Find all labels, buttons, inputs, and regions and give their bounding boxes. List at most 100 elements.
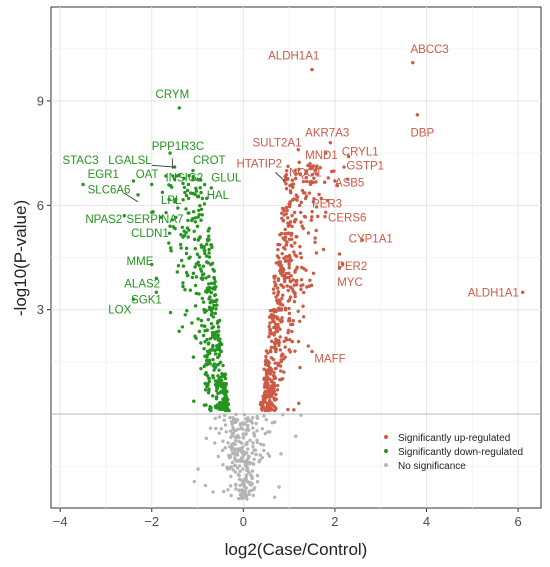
point-up-regulated	[298, 244, 302, 249]
point-down-regulated	[194, 291, 199, 296]
point-down-regulated	[213, 337, 217, 341]
point-down-regulated	[207, 305, 212, 309]
point-highlighted-gene	[191, 168, 195, 173]
gene-label: ABCC3	[410, 44, 448, 56]
point-highlighted-gene	[520, 290, 525, 294]
point-down-regulated	[184, 246, 189, 250]
point-up-regulated	[274, 366, 278, 371]
point-up-regulated	[280, 251, 284, 256]
point-no-significance	[249, 481, 254, 486]
point-up-regulated	[340, 262, 345, 266]
point-up-regulated	[259, 401, 264, 405]
point-highlighted-gene	[314, 172, 319, 176]
point-down-regulated	[212, 281, 217, 286]
gene-label: CRYL1	[342, 146, 379, 158]
point-up-regulated	[283, 345, 287, 349]
point-up-regulated	[279, 358, 283, 362]
point-down-regulated	[212, 276, 217, 281]
point-up-regulated	[300, 265, 304, 270]
point-up-regulated	[274, 339, 279, 344]
point-up-regulated	[303, 171, 308, 176]
point-up-regulated	[325, 199, 330, 203]
gene-label: ASB5	[335, 178, 364, 190]
point-down-regulated	[199, 366, 203, 371]
point-no-significance	[251, 462, 256, 466]
point-down-regulated	[220, 371, 224, 376]
point-no-significance	[237, 496, 241, 501]
point-down-regulated	[192, 237, 197, 242]
point-down-regulated	[216, 333, 220, 337]
point-down-regulated	[190, 321, 194, 325]
point-highlighted-gene	[324, 151, 328, 155]
point-up-regulated	[292, 291, 296, 295]
y-axis-ticks: 3 6 9	[37, 93, 51, 317]
point-up-regulated	[272, 376, 276, 381]
point-up-regulated	[287, 306, 291, 311]
gene-label: MYC	[337, 277, 363, 289]
point-down-regulated	[204, 370, 208, 375]
point-up-regulated	[288, 220, 293, 224]
point-up-regulated	[268, 398, 272, 403]
point-up-regulated	[288, 295, 293, 299]
gene-label: CROT	[193, 155, 226, 167]
point-up-regulated	[284, 187, 289, 191]
point-up-regulated	[283, 308, 288, 312]
point-down-regulated	[203, 251, 207, 256]
point-no-significance	[244, 464, 249, 469]
point-down-regulated	[206, 317, 211, 322]
point-up-regulated	[280, 283, 284, 287]
point-up-regulated	[296, 339, 301, 344]
point-up-regulated	[314, 228, 318, 233]
point-down-regulated	[160, 190, 165, 195]
point-highlighted-gene	[310, 349, 314, 354]
point-down-regulated	[186, 273, 190, 278]
point-down-regulated	[183, 190, 187, 195]
point-down-regulated	[226, 397, 230, 402]
point-down-regulated	[213, 311, 217, 316]
point-up-regulated	[279, 369, 283, 373]
point-up-regulated	[282, 213, 286, 217]
point-up-regulated	[309, 218, 313, 222]
point-down-regulated	[200, 296, 205, 301]
point-up-regulated	[288, 200, 292, 204]
point-up-regulated	[287, 266, 291, 270]
point-no-significance	[237, 464, 242, 468]
y-axis-label: -log10(P-value)	[11, 200, 30, 316]
point-up-regulated	[274, 261, 279, 265]
point-highlighted-gene	[81, 182, 85, 187]
point-up-regulated	[332, 169, 336, 173]
point-up-regulated	[314, 180, 318, 184]
point-down-regulated	[216, 374, 220, 378]
point-down-regulated	[193, 220, 198, 224]
point-down-regulated	[214, 389, 219, 393]
point-up-regulated	[284, 205, 289, 210]
point-no-significance	[258, 453, 262, 457]
point-no-significance	[247, 492, 251, 497]
point-up-regulated	[281, 218, 285, 223]
point-up-regulated	[294, 193, 298, 197]
point-down-regulated	[197, 213, 201, 217]
point-up-regulated	[273, 361, 277, 365]
point-no-significance	[216, 454, 221, 459]
point-up-regulated	[263, 381, 267, 386]
point-up-regulated	[301, 179, 306, 184]
point-no-significance	[238, 446, 243, 451]
point-down-regulated	[201, 300, 206, 304]
leader-line	[275, 171, 285, 182]
point-up-regulated	[294, 254, 299, 258]
point-up-regulated	[301, 283, 305, 287]
point-up-regulated	[306, 231, 311, 235]
point-down-regulated	[207, 341, 211, 345]
point-down-regulated	[184, 251, 189, 256]
x-axis-ticks: −4 −2 0 2 4 6	[53, 508, 522, 529]
point-up-regulated	[281, 269, 285, 274]
point-down-regulated	[202, 364, 206, 369]
point-up-regulated	[280, 296, 284, 301]
point-no-significance	[230, 442, 234, 447]
point-up-regulated	[290, 322, 295, 327]
point-down-regulated	[199, 341, 203, 345]
point-up-regulated	[290, 231, 294, 236]
point-up-regulated	[321, 247, 326, 252]
point-down-regulated	[177, 329, 181, 333]
point-up-regulated	[304, 194, 309, 198]
